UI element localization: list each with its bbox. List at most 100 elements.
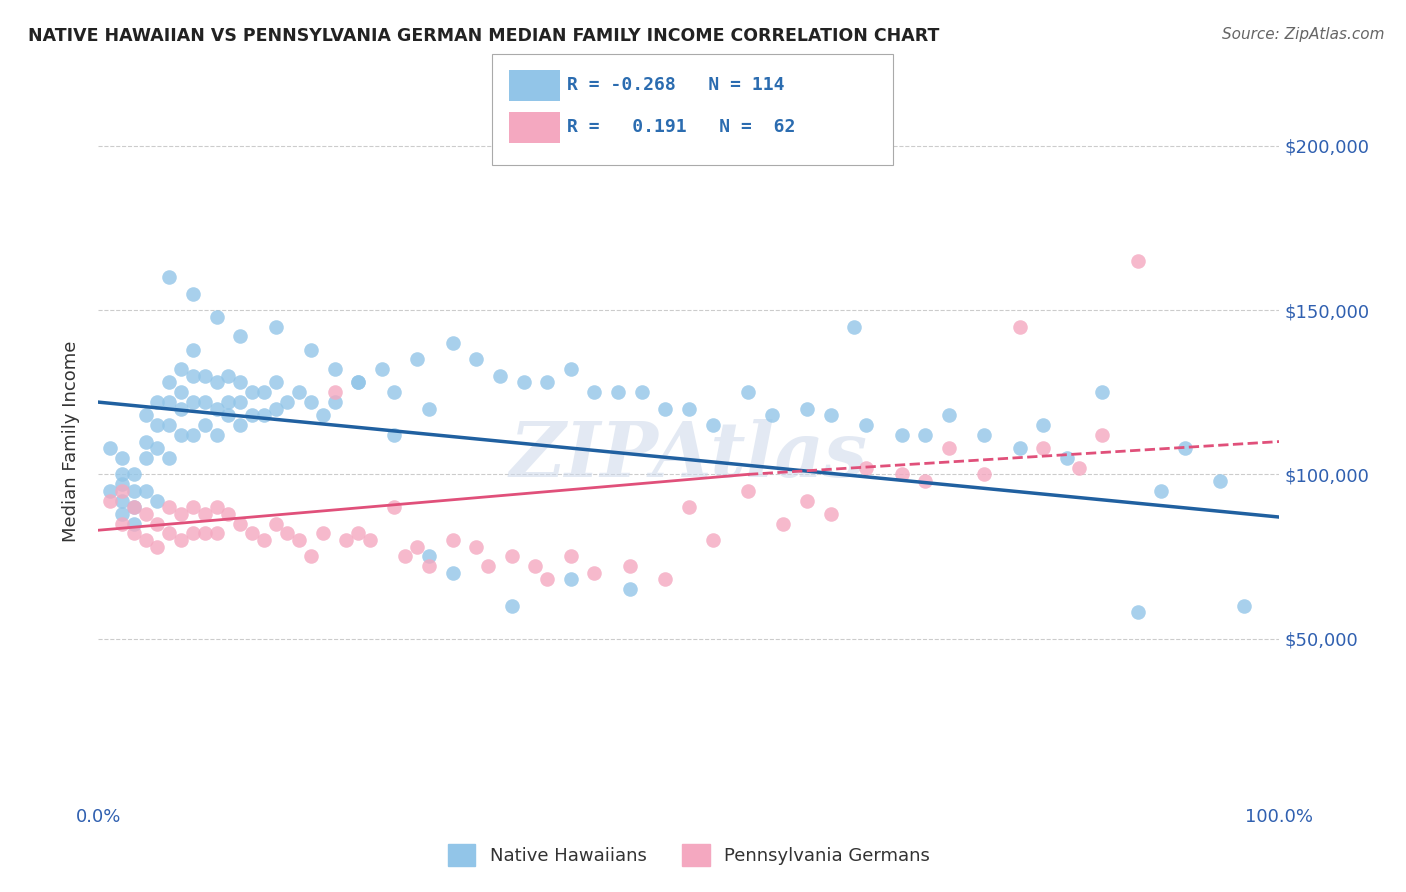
Point [607,385,630,400]
Point [111,467,134,482]
Point [406,540,429,554]
Point [217,507,239,521]
Point [194,395,217,409]
Point [253,385,276,400]
Point [973,428,995,442]
Point [441,533,464,547]
Point [1233,599,1256,613]
Point [170,428,193,442]
Point [1008,319,1031,334]
Point [194,526,217,541]
Point [170,385,193,400]
Point [702,418,724,433]
Point [914,428,936,442]
Point [135,507,157,521]
Point [501,599,523,613]
Point [1174,441,1197,455]
Point [630,385,652,400]
Point [122,467,145,482]
Point [157,270,180,285]
Point [181,428,204,442]
Point [477,559,499,574]
Point [170,533,193,547]
Point [737,483,759,498]
Point [512,376,534,390]
Point [217,395,239,409]
Point [194,507,217,521]
Point [181,526,204,541]
Point [181,286,204,301]
Point [890,467,912,482]
Point [1032,418,1054,433]
Y-axis label: Median Family Income: Median Family Income [62,341,80,542]
Point [98,483,121,498]
Point [264,319,287,334]
Point [654,401,676,416]
Point [536,573,558,587]
Point [122,500,145,515]
Point [323,395,346,409]
Point [240,385,263,400]
Point [240,526,263,541]
Point [299,549,322,564]
Point [619,559,641,574]
Point [229,376,252,390]
Point [217,409,239,423]
Point [441,566,464,580]
Point [157,526,180,541]
Point [122,483,145,498]
Point [1008,441,1031,455]
Point [323,362,346,376]
Point [146,540,169,554]
Point [229,418,252,433]
Point [205,500,228,515]
Point [157,395,180,409]
Point [276,526,298,541]
Point [772,516,794,531]
Point [111,450,134,465]
Point [146,395,169,409]
Point [418,549,440,564]
Point [181,368,204,383]
Point [465,352,488,367]
Point [253,533,276,547]
Point [135,483,157,498]
Text: ZIPAtlas: ZIPAtlas [510,419,868,493]
Point [489,368,512,383]
Point [111,483,134,498]
Point [299,343,322,357]
Point [418,401,440,416]
Point [146,493,169,508]
Point [170,401,193,416]
Point [111,493,134,508]
Point [382,500,405,515]
Point [938,409,960,423]
Point [583,385,606,400]
Point [312,526,335,541]
Point [619,582,641,597]
Point [288,533,311,547]
Point [1056,450,1078,465]
Point [702,533,724,547]
Point [276,395,298,409]
Point [820,507,842,521]
Point [1067,460,1090,475]
Point [560,549,582,564]
Point [501,549,523,564]
Point [347,376,370,390]
Point [347,526,370,541]
Point [111,516,134,531]
Point [761,409,783,423]
Point [135,533,157,547]
Point [820,409,842,423]
Point [157,450,180,465]
Point [737,385,759,400]
Point [205,376,228,390]
Point [98,493,121,508]
Point [146,441,169,455]
Point [299,395,322,409]
Point [418,559,440,574]
Point [914,474,936,488]
Point [371,362,394,376]
Point [654,573,676,587]
